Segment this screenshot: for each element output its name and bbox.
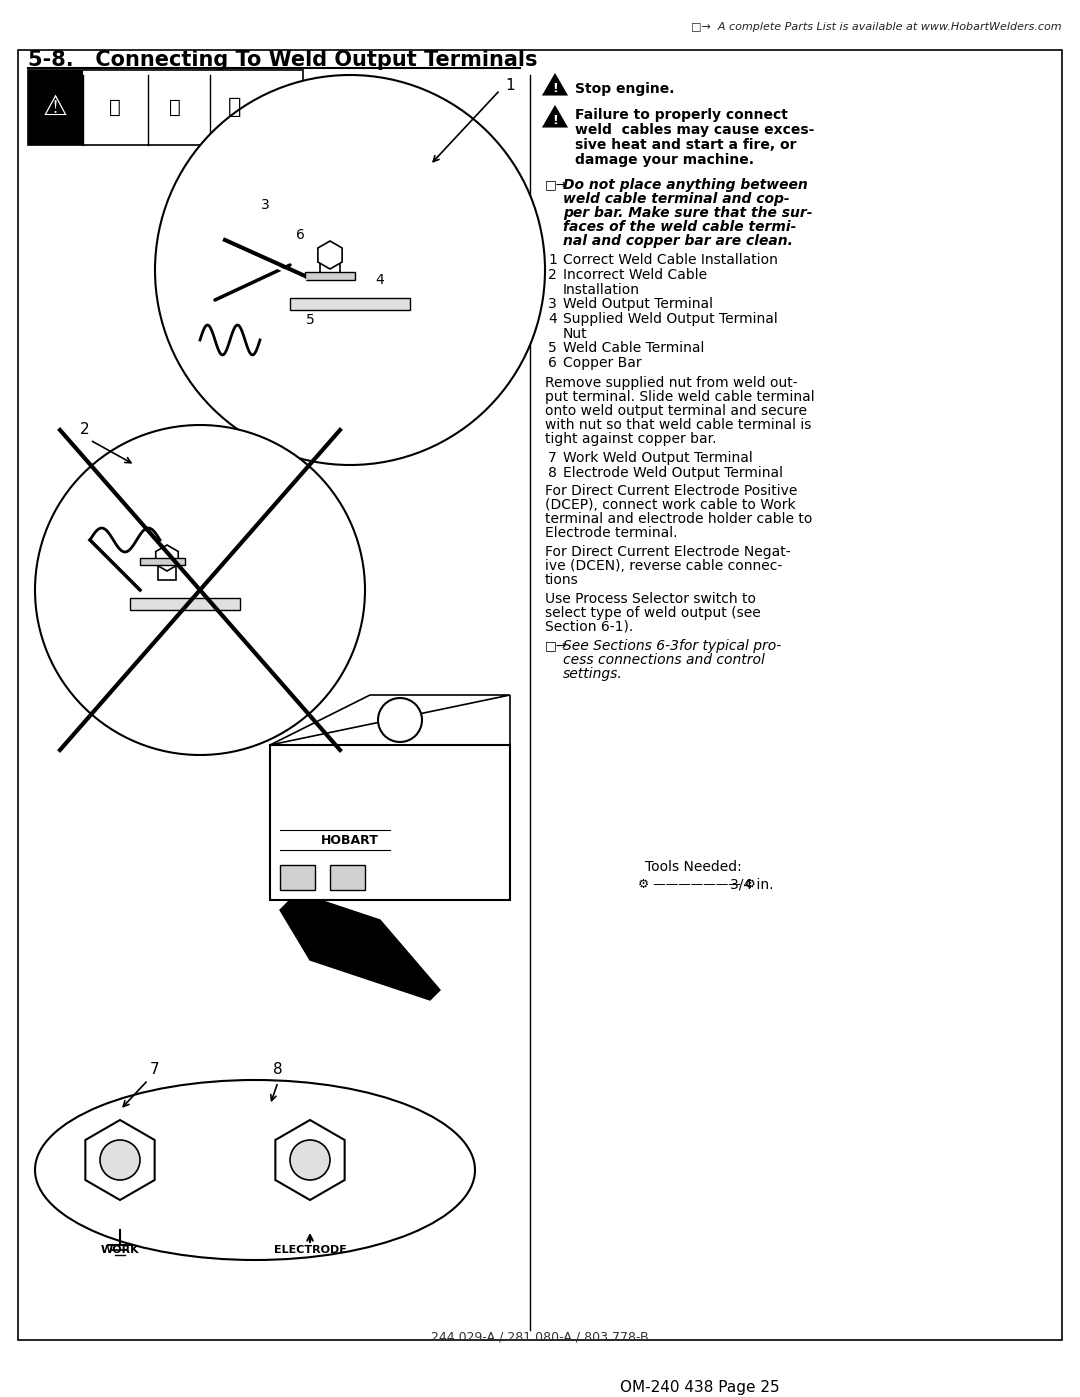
Bar bbox=[158, 557, 176, 580]
Ellipse shape bbox=[35, 1080, 475, 1260]
Text: 7: 7 bbox=[150, 1063, 160, 1077]
Text: 4: 4 bbox=[548, 312, 557, 326]
Text: OM-240 438 Page 25: OM-240 438 Page 25 bbox=[620, 1380, 780, 1396]
Bar bbox=[130, 598, 240, 610]
Text: sive heat and start a fire, or: sive heat and start a fire, or bbox=[575, 138, 797, 152]
Text: 8: 8 bbox=[548, 467, 557, 481]
Text: Remove supplied nut from weld out-: Remove supplied nut from weld out- bbox=[545, 376, 798, 390]
Text: Failure to properly connect: Failure to properly connect bbox=[575, 108, 788, 122]
Polygon shape bbox=[270, 694, 510, 745]
Text: □→  A complete Parts List is available at www.HobartWelders.com: □→ A complete Parts List is available at… bbox=[691, 22, 1062, 32]
Text: Copper Bar: Copper Bar bbox=[563, 356, 642, 370]
Text: Do not place anything between: Do not place anything between bbox=[563, 177, 808, 191]
Text: 〜: 〜 bbox=[228, 96, 242, 117]
Text: !: ! bbox=[552, 81, 558, 95]
Bar bbox=[320, 256, 340, 279]
Text: 6: 6 bbox=[548, 356, 557, 370]
Text: Installation: Installation bbox=[563, 284, 640, 298]
Text: Weld Output Terminal: Weld Output Terminal bbox=[563, 298, 713, 312]
Text: terminal and electrode holder cable to: terminal and electrode holder cable to bbox=[545, 511, 812, 527]
Text: WORK: WORK bbox=[100, 1245, 139, 1255]
Text: ELECTRODE: ELECTRODE bbox=[273, 1245, 347, 1255]
Text: 7: 7 bbox=[548, 451, 557, 465]
Text: weld cable terminal and cop-: weld cable terminal and cop- bbox=[563, 191, 789, 205]
Text: □→: □→ bbox=[545, 177, 567, 191]
Text: 3: 3 bbox=[260, 198, 269, 212]
Bar bbox=[140, 557, 185, 564]
Text: Nut: Nut bbox=[563, 327, 588, 341]
Text: settings.: settings. bbox=[563, 666, 623, 680]
Text: select type of weld output (see: select type of weld output (see bbox=[545, 606, 760, 620]
Text: 1: 1 bbox=[505, 77, 515, 92]
Text: HOBART: HOBART bbox=[321, 834, 379, 847]
Text: put terminal. Slide weld cable terminal: put terminal. Slide weld cable terminal bbox=[545, 390, 814, 404]
Text: 2: 2 bbox=[548, 268, 557, 282]
Text: 3: 3 bbox=[548, 298, 557, 312]
Bar bbox=[291, 298, 410, 310]
Text: Work Weld Output Terminal: Work Weld Output Terminal bbox=[563, 451, 753, 465]
Text: Section 6-1).: Section 6-1). bbox=[545, 620, 633, 634]
Text: Correct Weld Cable Installation: Correct Weld Cable Installation bbox=[563, 253, 778, 267]
Text: tions: tions bbox=[545, 573, 579, 587]
Circle shape bbox=[291, 1140, 330, 1180]
Text: 5-8.   Connecting To Weld Output Terminals: 5-8. Connecting To Weld Output Terminals bbox=[28, 50, 538, 70]
Text: cess connections and control: cess connections and control bbox=[563, 652, 765, 666]
Circle shape bbox=[156, 75, 545, 465]
Text: per bar. Make sure that the sur-: per bar. Make sure that the sur- bbox=[563, 205, 812, 219]
Text: faces of the weld cable termi-: faces of the weld cable termi- bbox=[563, 219, 796, 235]
Circle shape bbox=[100, 1140, 140, 1180]
Text: 3/4 in.: 3/4 in. bbox=[730, 877, 773, 893]
Text: Use Process Selector switch to: Use Process Selector switch to bbox=[545, 592, 756, 606]
Bar bbox=[28, 70, 303, 145]
Text: 🔧: 🔧 bbox=[109, 98, 121, 116]
Text: Tools Needed:: Tools Needed: bbox=[645, 861, 742, 875]
Text: Electrode Weld Output Terminal: Electrode Weld Output Terminal bbox=[563, 467, 783, 481]
Circle shape bbox=[378, 698, 422, 742]
Text: 5: 5 bbox=[306, 313, 314, 327]
Text: Stop engine.: Stop engine. bbox=[575, 82, 675, 96]
Text: For Direct Current Electrode Positive: For Direct Current Electrode Positive bbox=[545, 483, 797, 497]
Text: 4: 4 bbox=[376, 272, 384, 286]
Text: ive (DCEN), reverse cable connec-: ive (DCEN), reverse cable connec- bbox=[545, 559, 782, 573]
Polygon shape bbox=[280, 900, 440, 1000]
Text: 🔥: 🔥 bbox=[170, 98, 180, 116]
Text: 5: 5 bbox=[548, 341, 557, 355]
Text: tight against copper bar.: tight against copper bar. bbox=[545, 432, 716, 446]
Text: (DCEP), connect work cable to Work: (DCEP), connect work cable to Work bbox=[545, 497, 796, 511]
Text: Supplied Weld Output Terminal: Supplied Weld Output Terminal bbox=[563, 312, 778, 326]
Text: 8: 8 bbox=[273, 1063, 283, 1077]
Circle shape bbox=[35, 425, 365, 754]
Text: Electrode terminal.: Electrode terminal. bbox=[545, 527, 677, 541]
Text: □→: □→ bbox=[545, 638, 567, 652]
Text: Incorrect Weld Cable: Incorrect Weld Cable bbox=[563, 268, 707, 282]
Text: 244 029-A / 281 080-A / 803 778-B: 244 029-A / 281 080-A / 803 778-B bbox=[431, 1330, 649, 1343]
Text: with nut so that weld cable terminal is: with nut so that weld cable terminal is bbox=[545, 418, 811, 432]
Text: damage your machine.: damage your machine. bbox=[575, 154, 754, 168]
Bar bbox=[280, 865, 315, 890]
Text: onto weld output terminal and secure: onto weld output terminal and secure bbox=[545, 404, 807, 418]
Text: !: ! bbox=[552, 113, 558, 127]
Bar bbox=[28, 70, 83, 145]
Text: 6: 6 bbox=[296, 228, 305, 242]
Text: ⚠: ⚠ bbox=[42, 94, 67, 122]
Text: weld  cables may cause exces-: weld cables may cause exces- bbox=[575, 123, 814, 137]
FancyBboxPatch shape bbox=[270, 745, 510, 900]
Bar bbox=[305, 272, 355, 279]
Text: ⚙ ——————— ⚙: ⚙ ——————— ⚙ bbox=[638, 877, 756, 891]
Bar bbox=[330, 865, 365, 890]
Text: See Sections 6-3for typical pro-: See Sections 6-3for typical pro- bbox=[563, 638, 781, 652]
Text: 1: 1 bbox=[548, 253, 557, 267]
Text: nal and copper bar are clean.: nal and copper bar are clean. bbox=[563, 235, 793, 249]
Text: For Direct Current Electrode Negat-: For Direct Current Electrode Negat- bbox=[545, 545, 791, 559]
Text: 2: 2 bbox=[80, 422, 90, 437]
Text: Weld Cable Terminal: Weld Cable Terminal bbox=[563, 341, 704, 355]
